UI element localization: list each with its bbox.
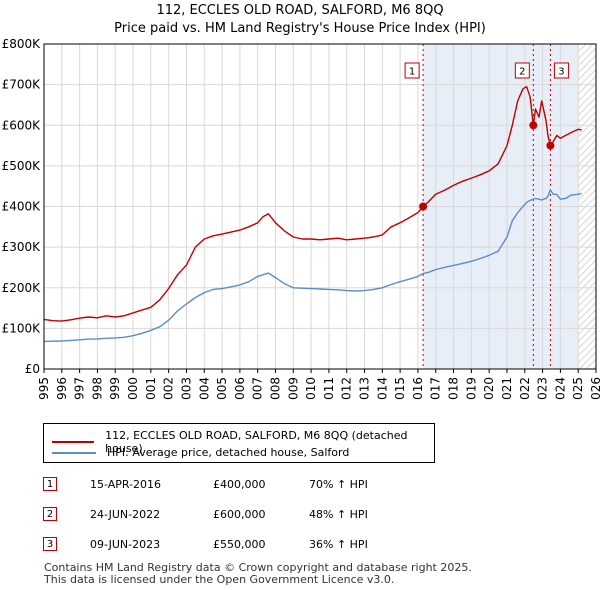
marker-3-box bbox=[553, 62, 569, 79]
footer-licence: This data is licensed under the Open Gov… bbox=[44, 573, 395, 586]
x-tick-label: 2023 bbox=[536, 377, 550, 400]
legend-swatch-property bbox=[52, 441, 95, 443]
sale-point-3 bbox=[546, 141, 555, 150]
transaction-date: 09-JUN-2023 bbox=[90, 538, 161, 551]
y-tick-label: £0 bbox=[25, 362, 40, 376]
x-tick-label: 2026 bbox=[589, 377, 600, 400]
transaction-row: 2 24-JUN-2022 £600,000 48% ↑ HPI bbox=[43, 507, 463, 525]
transaction-price: £550,000 bbox=[213, 538, 266, 551]
footer-copyright: Contains HM Land Registry data © Crown c… bbox=[44, 561, 472, 574]
x-tick-label: 2003 bbox=[179, 377, 193, 400]
legend-label-hpi: HPI: Average price, detached house, Salf… bbox=[107, 446, 350, 459]
y-tick-label: £300K bbox=[2, 240, 42, 254]
chart-subtitle: Price paid vs. HM Land Registry's House … bbox=[114, 21, 486, 36]
x-tick-label: 2016 bbox=[411, 377, 425, 400]
y-tick-label: £200K bbox=[2, 281, 42, 295]
y-tick-label: £500K bbox=[2, 159, 42, 173]
transaction-number: 1 bbox=[43, 477, 57, 491]
marker-3-label: 3 bbox=[558, 67, 564, 78]
legend-swatch-hpi bbox=[52, 451, 96, 454]
marker-2-label: 2 bbox=[519, 67, 525, 78]
y-tick-label: £100K bbox=[2, 321, 42, 335]
transaction-number: 3 bbox=[43, 537, 57, 551]
x-tick-label: 1998 bbox=[90, 377, 104, 400]
y-tick-label: £700K bbox=[2, 78, 42, 92]
legend-item-property: 112, ECCLES OLD ROAD, SALFORD, M6 8QQ (d… bbox=[52, 429, 434, 455]
x-tick-label: 1995 bbox=[37, 377, 51, 400]
x-tick-label: 2011 bbox=[322, 377, 336, 400]
transaction-date: 15-APR-2016 bbox=[90, 478, 162, 491]
x-tick-label: 2024 bbox=[553, 377, 567, 400]
legend-label-property: 112, ECCLES OLD ROAD, SALFORD, M6 8QQ (d… bbox=[105, 429, 408, 455]
transaction-row: 3 09-JUN-2023 £550,000 36% ↑ HPI bbox=[43, 537, 463, 555]
y-tick-label: £800K bbox=[2, 37, 42, 51]
y-tick-label: £600K bbox=[2, 118, 42, 132]
marker-1-label: 1 bbox=[409, 67, 415, 78]
x-tick-label: 2007 bbox=[251, 377, 265, 400]
x-tick-label: 2001 bbox=[144, 377, 158, 400]
x-tick-label: 1997 bbox=[73, 377, 87, 400]
legend: 112, ECCLES OLD ROAD, SALFORD, M6 8QQ (d… bbox=[43, 423, 435, 463]
x-tick-label: 2017 bbox=[429, 377, 443, 400]
legend-item-hpi: HPI: Average price, detached house, Salf… bbox=[52, 446, 349, 459]
x-tick-label: 1996 bbox=[55, 377, 69, 400]
plot-frame bbox=[43, 43, 597, 370]
x-tick-label: 2025 bbox=[571, 377, 585, 400]
x-tick-label: 2009 bbox=[286, 377, 300, 400]
x-tick-label: 2020 bbox=[482, 377, 496, 400]
x-tick-label: 2006 bbox=[233, 377, 247, 400]
x-tick-label: 2019 bbox=[464, 377, 478, 400]
sale-point-2 bbox=[529, 121, 538, 130]
sale-point-1 bbox=[419, 202, 428, 211]
transaction-hpi: 48% ↑ HPI bbox=[309, 508, 368, 521]
x-tick-label: 2010 bbox=[304, 377, 318, 400]
x-tick-label: 2000 bbox=[126, 377, 140, 400]
x-tick-label: 2013 bbox=[358, 377, 372, 400]
transaction-price: £400,000 bbox=[213, 478, 266, 491]
transaction-hpi: 36% ↑ HPI bbox=[309, 538, 368, 551]
transaction-price: £600,000 bbox=[213, 508, 266, 521]
x-tick-label: 1999 bbox=[108, 377, 122, 400]
x-tick-label: 2008 bbox=[268, 377, 282, 400]
transaction-number: 2 bbox=[43, 507, 57, 521]
x-tick-label: 2012 bbox=[340, 377, 354, 400]
marker-2-box bbox=[514, 62, 530, 79]
series-line-hpi bbox=[43, 189, 582, 343]
marker-1-box bbox=[404, 62, 420, 79]
x-tick-label: 2004 bbox=[197, 377, 211, 400]
chart-title: 112, ECCLES OLD ROAD, SALFORD, M6 8QQ bbox=[156, 3, 444, 18]
x-tick-label: 2021 bbox=[500, 377, 514, 400]
x-tick-label: 2022 bbox=[518, 377, 532, 400]
transaction-date: 24-JUN-2022 bbox=[90, 508, 161, 521]
transaction-row: 1 15-APR-2016 £400,000 70% ↑ HPI bbox=[43, 477, 463, 495]
x-tick-label: 2015 bbox=[393, 377, 407, 400]
price-chart: £0 £100K £200K £300K £400K £500K £600K £700K £80… bbox=[2, 37, 600, 400]
x-tick-label: 2018 bbox=[447, 377, 461, 400]
transaction-hpi: 70% ↑ HPI bbox=[309, 478, 368, 491]
x-tick-label: 2002 bbox=[162, 377, 176, 400]
x-tick-label: 2005 bbox=[215, 377, 229, 400]
x-tick-label: 2014 bbox=[375, 377, 389, 400]
series-line-property bbox=[43, 85, 582, 322]
y-tick-label: £400K bbox=[2, 200, 42, 214]
